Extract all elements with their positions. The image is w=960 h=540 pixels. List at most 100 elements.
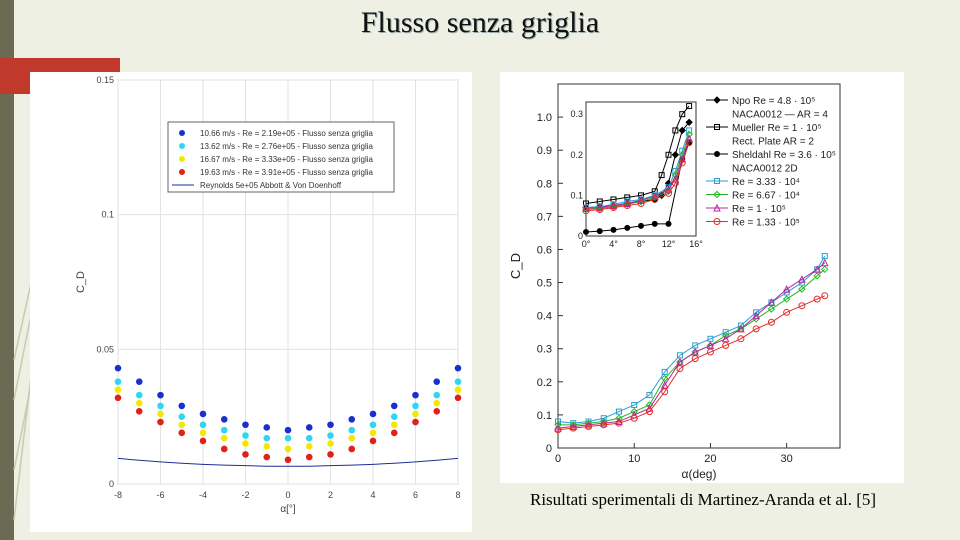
data-point — [178, 402, 186, 410]
data-point — [753, 309, 760, 316]
y-tick-label: 0.05 — [96, 344, 114, 354]
data-point — [585, 418, 592, 425]
slide-title: Flusso senza griglia — [360, 6, 600, 39]
data-point — [798, 302, 806, 310]
data-point — [412, 410, 419, 418]
inset-area — [585, 101, 697, 237]
series — [554, 258, 829, 432]
data-point — [433, 407, 441, 415]
legend-label: Sheldahl Re = 3.6 · 10⁵ — [732, 150, 836, 161]
inset-data-point — [672, 127, 679, 134]
x-tick-label: 0 — [555, 453, 561, 465]
data-point — [433, 391, 441, 399]
inset-data-point — [671, 151, 680, 159]
legend-label: Mueller Re = 1 · 10⁵ — [732, 123, 821, 134]
data-point — [646, 392, 653, 399]
data-point — [157, 391, 164, 399]
data-point — [369, 410, 377, 418]
y-tick-label: 0.1 — [101, 210, 114, 220]
x-tick-label: 6 — [413, 490, 418, 500]
data-point — [676, 352, 683, 359]
x-tick-label: 0 — [285, 490, 290, 500]
legend-label: Npo Re = 4.8 · 10⁵ — [732, 96, 815, 107]
inset-y-tick-label: 0.2 — [570, 150, 583, 160]
legend-swatch-marker — [713, 96, 721, 104]
inset-series-line — [585, 130, 690, 209]
inset-chart: 0° 4° 8° 12° 16° 0 0.1 0.2 0.3 — [570, 101, 703, 249]
data-point — [348, 426, 356, 434]
data-point — [600, 421, 608, 429]
data-point — [242, 432, 249, 439]
x-tick-label: -8 — [114, 490, 122, 500]
y-tick-label: 0.2 — [537, 377, 552, 389]
data-point — [813, 272, 821, 280]
data-point — [676, 365, 684, 373]
data-point — [820, 258, 829, 267]
data-point — [390, 429, 398, 437]
data-point — [390, 402, 398, 410]
inset-data-point — [610, 204, 617, 212]
inset-data-point — [658, 172, 665, 179]
data-point — [631, 401, 638, 408]
y-tick-label: 0.15 — [96, 75, 114, 85]
inset-data-point — [685, 139, 693, 147]
data-point — [220, 416, 228, 423]
inset-x-tick-label: 12° — [662, 239, 676, 249]
legend-swatch-marker — [713, 218, 721, 225]
data-point — [305, 424, 313, 431]
y-tick-label: 0.8 — [537, 178, 552, 190]
data-point — [630, 414, 638, 422]
data-point — [305, 442, 313, 450]
data-point — [661, 368, 668, 375]
data-point — [199, 437, 207, 445]
x-tick-label: -2 — [241, 490, 249, 500]
data-point — [752, 311, 760, 320]
data-point — [798, 275, 806, 283]
legend-box — [167, 121, 395, 193]
data-point — [570, 420, 577, 427]
legend-label: Reynolds 5e+05 Abbott & Von Doenhoff — [200, 181, 342, 190]
inset-series-line — [585, 142, 690, 212]
inset-data-point — [583, 228, 589, 235]
data-point — [661, 388, 669, 396]
inset-data-point — [685, 130, 693, 139]
data-point — [135, 391, 143, 399]
inset-x-tick-label: 16° — [689, 239, 703, 249]
legend-label: Re = 3.33 · 10⁴ — [732, 177, 800, 188]
inset-y-tick-label: 0.3 — [570, 109, 583, 119]
y-tick-label: 0.4 — [537, 311, 552, 323]
data-point — [157, 410, 164, 418]
figure-caption: Risultati sperimentali di Martinez-Arand… — [529, 490, 877, 509]
data-point — [676, 357, 684, 366]
series — [554, 292, 829, 434]
data-point — [615, 408, 622, 415]
legend-swatch-marker — [714, 151, 720, 157]
data-point — [554, 424, 562, 432]
data-point — [135, 399, 143, 407]
data-point — [821, 292, 829, 300]
data-point — [783, 308, 791, 316]
series — [117, 457, 459, 467]
x-tick-label: 8 — [455, 490, 460, 500]
data-point — [220, 426, 228, 434]
x-tick-label: 4 — [370, 490, 375, 500]
data-point — [737, 322, 744, 329]
data-point — [569, 424, 577, 432]
series — [114, 386, 462, 453]
inset-data-point — [665, 220, 672, 227]
data-point — [157, 418, 164, 426]
data-point — [178, 429, 186, 437]
inset-y-tick-label: 0 — [578, 231, 583, 241]
data-point — [645, 408, 653, 416]
data-point — [199, 429, 207, 437]
inset-data-point — [638, 222, 644, 229]
data-point — [369, 429, 377, 437]
data-point — [821, 253, 828, 260]
inset-data-point — [678, 159, 686, 167]
data-point — [706, 341, 715, 349]
data-point — [114, 394, 122, 402]
legend-label: Rect. Plate AR = 2 — [732, 137, 814, 148]
data-point — [178, 413, 186, 420]
data-point — [263, 442, 271, 450]
y-axis-label: C_D — [508, 253, 523, 279]
